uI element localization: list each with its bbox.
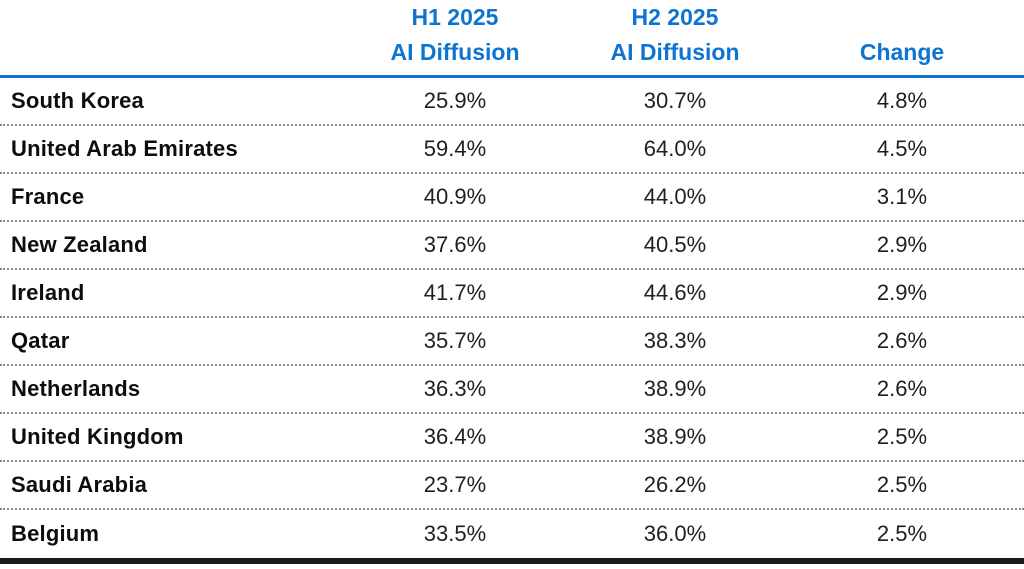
country-cell: New Zealand [11, 232, 148, 257]
h1-value-cell: 36.3% [423, 376, 487, 401]
h2-2025-header-line1: H2 2025 [631, 4, 719, 30]
change-value-cell: 2.5% [876, 424, 928, 449]
country-column-header [0, 70, 340, 76]
change-column-header: Change [780, 35, 1024, 76]
h2-value-cell: 44.0% [643, 184, 707, 209]
table-row: Saudi Arabia 23.7% 26.2% 2.5% [0, 462, 1024, 510]
h2-value-cell: 36.0% [643, 521, 707, 546]
h2-value-cell: 40.5% [643, 232, 707, 257]
change-value-cell: 2.9% [876, 280, 928, 305]
change-value-cell: 4.5% [876, 136, 928, 161]
table-row: United Kingdom 36.4% 38.9% 2.5% [0, 414, 1024, 462]
change-header-label: Change [859, 39, 945, 65]
country-cell: United Kingdom [11, 424, 184, 449]
h1-2025-header-line1: H1 2025 [411, 4, 499, 30]
country-cell: Belgium [11, 521, 100, 546]
change-value-cell: 4.8% [876, 88, 928, 113]
bottom-rule [0, 558, 1024, 564]
h2-value-cell: 38.9% [643, 424, 707, 449]
h1-value-cell: 37.6% [423, 232, 487, 257]
h1-value-cell: 59.4% [423, 136, 487, 161]
table-row: United Arab Emirates 59.4% 64.0% 4.5% [0, 126, 1024, 174]
h1-2025-header-line2: AI Diffusion [390, 39, 520, 65]
country-cell: France [11, 184, 85, 209]
change-value-cell: 2.6% [876, 328, 928, 353]
h2-value-cell: 30.7% [643, 88, 707, 113]
h1-value-cell: 36.4% [423, 424, 487, 449]
country-cell: Netherlands [11, 376, 141, 401]
table-row: New Zealand 37.6% 40.5% 2.9% [0, 222, 1024, 270]
h1-value-cell: 40.9% [423, 184, 487, 209]
change-value-cell: 2.5% [876, 521, 928, 546]
h2-value-cell: 38.9% [643, 376, 707, 401]
change-value-cell: 2.6% [876, 376, 928, 401]
table-row: Ireland 41.7% 44.6% 2.9% [0, 270, 1024, 318]
country-cell: Ireland [11, 280, 85, 305]
h1-value-cell: 41.7% [423, 280, 487, 305]
h1-value-cell: 35.7% [423, 328, 487, 353]
h2-value-cell: 64.0% [643, 136, 707, 161]
h1-value-cell: 33.5% [423, 521, 487, 546]
h2-2025-header-line2: AI Diffusion [610, 39, 740, 65]
change-value-cell: 2.5% [876, 472, 928, 497]
table-row: France 40.9% 44.0% 3.1% [0, 174, 1024, 222]
h2-2025-column-header: H2 2025 AI Diffusion [570, 0, 780, 76]
h1-2025-column-header: H1 2025 AI Diffusion [340, 0, 570, 76]
country-cell: Saudi Arabia [11, 472, 148, 497]
table-header-row: H1 2025 AI Diffusion H2 2025 AI Diffusio… [0, 0, 1024, 78]
h1-value-cell: 23.7% [423, 472, 487, 497]
country-cell: Qatar [11, 328, 70, 353]
h2-value-cell: 44.6% [643, 280, 707, 305]
h2-value-cell: 38.3% [643, 328, 707, 353]
country-cell: United Arab Emirates [11, 136, 238, 161]
table-row: South Korea 25.9% 30.7% 4.8% [0, 78, 1024, 126]
table-body: South Korea 25.9% 30.7% 4.8% United Arab… [0, 78, 1024, 558]
table-row: Netherlands 36.3% 38.9% 2.6% [0, 366, 1024, 414]
table-row: Qatar 35.7% 38.3% 2.6% [0, 318, 1024, 366]
change-value-cell: 3.1% [876, 184, 928, 209]
h2-value-cell: 26.2% [643, 472, 707, 497]
table-row: Belgium 33.5% 36.0% 2.5% [0, 510, 1024, 558]
country-cell: South Korea [11, 88, 144, 113]
h1-value-cell: 25.9% [423, 88, 487, 113]
change-value-cell: 2.9% [876, 232, 928, 257]
